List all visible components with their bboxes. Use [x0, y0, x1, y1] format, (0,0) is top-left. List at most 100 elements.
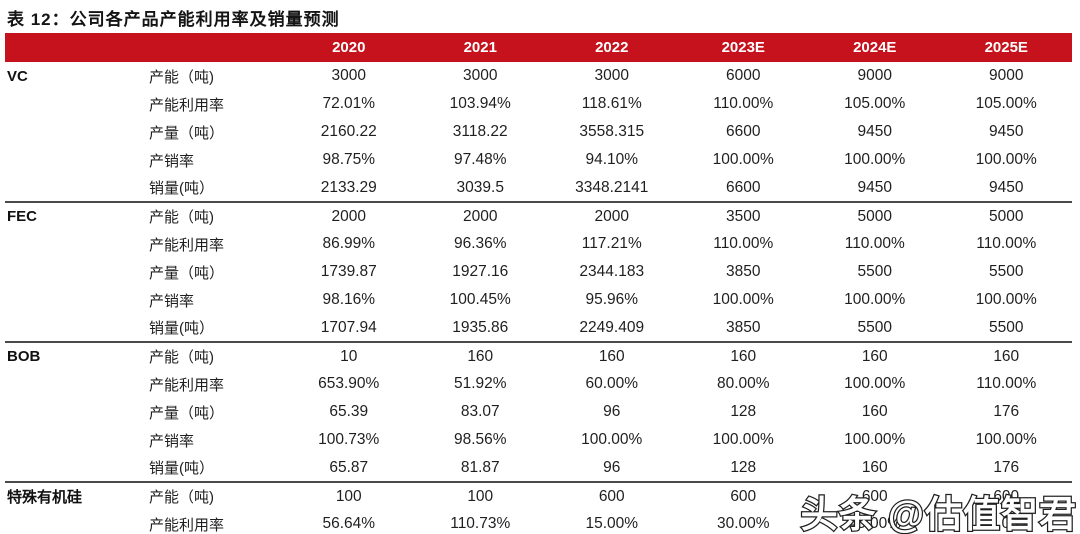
year-header: 2024E: [809, 33, 941, 62]
value-cell: 110.00%: [844, 235, 905, 252]
value-cell: 9000: [989, 67, 1024, 84]
value-cell: 86.99%: [322, 235, 376, 252]
value-cell: 3850: [726, 318, 761, 336]
product-group-label: [5, 286, 145, 314]
value-cell: 100: [283, 481, 415, 510]
metric-label: 产量（吨）: [149, 404, 225, 422]
value-cell: 96: [603, 403, 621, 420]
metric-label: 产能（吨): [149, 68, 214, 86]
value-cell: 160: [861, 403, 888, 420]
table-row: 产能利用率 86.99% 96.36% 117.21% 110.00% 110.00% 11…: [5, 230, 1072, 258]
value-cell: 3000: [594, 67, 629, 84]
value-cell: 100.00%: [712, 151, 774, 168]
table-row: 产量（吨） 65.39 83.07 96 128 160 176: [5, 398, 1072, 426]
value-cell: 100.00%: [581, 431, 643, 448]
value-cell: 3500: [677, 201, 809, 230]
value-cell: 2344.183: [579, 263, 645, 280]
capacity-utilization-table: 2020 2021 2022 2023E 2024E 2025E VC 产能（吨)…: [5, 33, 1072, 534]
metric-label: 产量（吨）: [149, 264, 225, 282]
table-row: 产能利用率 72.01% 103.94% 118.61% 110.00% 105.00% 1…: [5, 90, 1072, 118]
value-cell: 3558.315: [579, 123, 645, 140]
value-cell: 9450: [989, 123, 1024, 140]
value-cell: 60.00%: [979, 515, 1033, 532]
product-group-label: FEC: [5, 201, 145, 230]
year-header: 2021: [414, 33, 546, 62]
table-row: 销量(吨） 65.87 81.87 96 128 160 176: [5, 454, 1072, 482]
value-cell: 110.00%: [713, 235, 774, 252]
value-cell: 160: [940, 341, 1072, 370]
year-header: 2023E: [677, 33, 809, 62]
value-cell: 5000: [809, 201, 941, 230]
value-cell: 95.96%: [585, 291, 639, 308]
value-cell: 9450: [857, 123, 892, 140]
value-cell: 110.00%: [713, 95, 774, 112]
value-cell: 160: [414, 341, 546, 370]
metric-label: 产能（吨): [145, 201, 283, 230]
metric-label: 产能（吨): [145, 341, 283, 370]
value-cell: 2000: [283, 201, 415, 230]
table-row: 产量（吨） 2160.22 3118.22 3558.315 6600 9450 9450: [5, 118, 1072, 146]
value-cell: 118.61%: [581, 95, 642, 112]
product-group-label: [5, 118, 145, 146]
table-row: 特殊有机硅 产能（吨) 100 100 600 600 600 600: [5, 481, 1072, 510]
table-row: 产能利用率 653.90% 51.92% 60.00% 80.00% 100.00% 110…: [5, 370, 1072, 398]
metric-label: 产能利用率: [149, 516, 225, 534]
value-cell: 160: [677, 341, 809, 370]
value-cell: 60.00%: [585, 375, 639, 392]
value-cell: 105.00%: [844, 95, 906, 112]
value-cell: 9450: [989, 178, 1024, 196]
product-group-label: [5, 258, 145, 286]
value-cell: 100.00%: [975, 431, 1037, 448]
table-row: 销量(吨） 2133.29 3039.5 3348.2141 6600 9450 9450: [5, 174, 1072, 202]
value-cell: 100.00%: [975, 291, 1037, 308]
value-cell: 9450: [857, 178, 892, 196]
table-row: 销量(吨） 1707.94 1935.86 2249.409 3850 5500 5500: [5, 314, 1072, 342]
value-cell: 65.87: [329, 458, 369, 476]
product-group-label: [5, 370, 145, 398]
product-group-label: [5, 454, 145, 482]
table-row: 产能利用率 56.64% 110.73% 15.00% 30.00% 45.00% 60.0…: [5, 510, 1072, 534]
value-cell: 100.00%: [844, 151, 906, 168]
value-cell: 3118.22: [452, 123, 508, 140]
product-group-label: [5, 230, 145, 258]
value-cell: 100.00%: [844, 291, 906, 308]
value-cell: 3039.5: [456, 178, 504, 196]
value-cell: 600: [677, 481, 809, 510]
value-cell: 105.00%: [975, 95, 1037, 112]
value-cell: 160: [809, 341, 941, 370]
value-cell: 81.87: [460, 458, 500, 476]
value-cell: 3348.2141: [575, 178, 649, 196]
year-header: 2022: [546, 33, 678, 62]
table-row: VC 产能（吨) 3000 3000 3000 6000 9000 9000: [5, 62, 1072, 90]
value-cell: 9000: [857, 67, 892, 84]
value-cell: 5500: [989, 318, 1024, 336]
metric-label: 产能利用率: [149, 96, 225, 114]
value-cell: 98.75%: [322, 151, 376, 168]
value-cell: 10: [283, 341, 415, 370]
metric-label: 产销率: [149, 292, 195, 310]
value-cell: 110.73%: [450, 515, 511, 532]
value-cell: 5500: [857, 263, 892, 280]
product-group-label: [5, 398, 145, 426]
value-cell: 100.45%: [449, 291, 511, 308]
metric-label: 产能利用率: [149, 236, 225, 254]
product-group-label: [5, 314, 145, 342]
value-cell: 600: [546, 481, 678, 510]
product-group-label: [5, 426, 145, 454]
value-cell: 98.56%: [453, 431, 507, 448]
value-cell: 100.00%: [712, 291, 774, 308]
watermark: 头条 @估值智君: [799, 493, 1077, 534]
value-cell: 117.21%: [581, 235, 642, 252]
value-cell: 94.10%: [585, 151, 639, 168]
value-cell: 110.00%: [976, 375, 1037, 392]
value-cell: 2160.22: [320, 123, 377, 140]
value-cell: 3000: [463, 67, 498, 84]
value-cell: 5500: [989, 263, 1024, 280]
value-cell: 103.94%: [449, 95, 511, 112]
value-cell: 2000: [414, 201, 546, 230]
metric-label: 产量（吨）: [149, 124, 225, 142]
value-cell: 100.00%: [844, 431, 906, 448]
value-cell: 100.00%: [975, 151, 1037, 168]
metric-label: 产能（吨): [145, 481, 283, 510]
